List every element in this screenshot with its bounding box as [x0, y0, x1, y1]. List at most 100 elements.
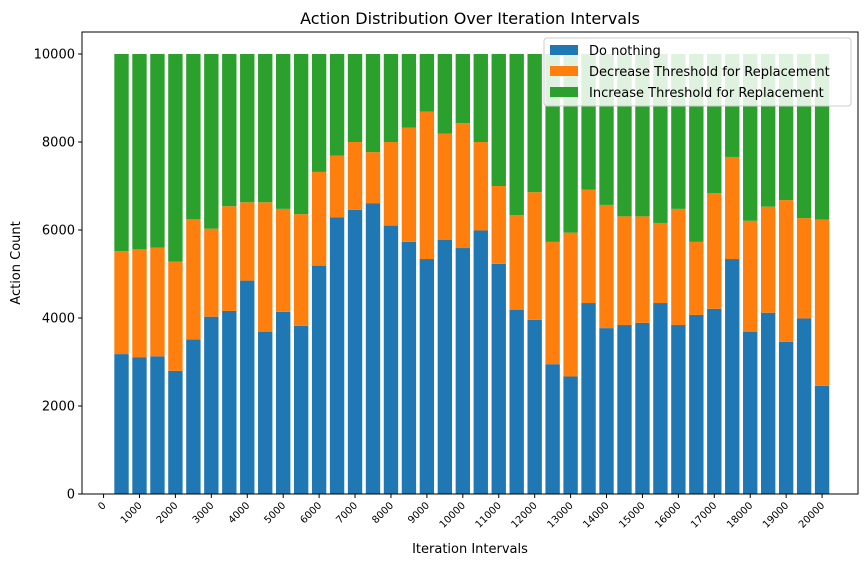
bar-decrease-threshold-13000	[563, 232, 578, 377]
bar-decrease-threshold-17500	[725, 156, 740, 260]
y-tick-label: 8000	[42, 136, 75, 151]
bar-do-nothing-11500	[509, 309, 524, 494]
bar-do-nothing-7000	[347, 209, 363, 494]
bar-decrease-threshold-19500	[796, 218, 812, 319]
bar-decrease-threshold-7500	[365, 152, 381, 204]
bar-do-nothing-6500	[329, 217, 345, 495]
bar-decrease-threshold-3500	[222, 206, 237, 311]
bar-increase-threshold-9500	[437, 54, 453, 134]
y-tick-label: 0	[67, 488, 75, 503]
y-axis-label: Action Count	[9, 221, 24, 304]
bar-decrease-threshold-500	[114, 251, 129, 355]
bar-do-nothing-3000	[204, 316, 219, 494]
bar-do-nothing-1000	[132, 357, 147, 494]
bar-decrease-threshold-5500	[293, 214, 309, 326]
bar-decrease-threshold-8000	[383, 142, 399, 226]
bar-do-nothing-5500	[293, 325, 309, 494]
bar-increase-threshold-10500	[473, 54, 488, 142]
bar-increase-threshold-5500	[293, 54, 309, 215]
bar-increase-threshold-8500	[401, 54, 417, 128]
bar-increase-threshold-4000	[240, 54, 255, 203]
bar-do-nothing-3500	[222, 310, 237, 494]
bar-decrease-threshold-13500	[581, 189, 596, 304]
bar-decrease-threshold-10000	[455, 123, 470, 249]
bar-increase-threshold-7000	[347, 54, 363, 142]
bar-do-nothing-2500	[186, 339, 201, 494]
bar-increase-threshold-11000	[491, 54, 506, 186]
bar-do-nothing-15000	[635, 322, 650, 494]
y-tick-label: 4000	[42, 312, 75, 327]
bar-do-nothing-16000	[671, 325, 686, 494]
bar-do-nothing-15500	[653, 303, 668, 494]
y-tick-label: 10000	[34, 48, 75, 63]
bar-do-nothing-19500	[796, 318, 812, 494]
bar-do-nothing-1500	[150, 356, 165, 494]
bar-decrease-threshold-15000	[635, 216, 650, 323]
bar-increase-threshold-2000	[168, 54, 183, 262]
bar-decrease-threshold-12000	[527, 192, 542, 320]
bar-decrease-threshold-5000	[276, 208, 291, 312]
legend-swatch	[550, 45, 578, 55]
bar-decrease-threshold-17000	[707, 193, 722, 309]
bar-decrease-threshold-4500	[258, 202, 273, 332]
bar-do-nothing-17000	[707, 308, 722, 494]
bar-decrease-threshold-10500	[473, 142, 488, 231]
bar-do-nothing-8500	[401, 241, 417, 494]
bar-do-nothing-13000	[563, 376, 578, 494]
bar-increase-threshold-12000	[527, 54, 542, 193]
bar-do-nothing-4000	[240, 280, 255, 494]
bar-do-nothing-6000	[311, 265, 327, 494]
bar-decrease-threshold-18500	[761, 206, 776, 313]
bar-decrease-threshold-9500	[437, 133, 453, 240]
y-tick-label: 6000	[42, 224, 75, 239]
bar-do-nothing-20000	[814, 385, 830, 494]
bar-do-nothing-5000	[276, 311, 291, 494]
bar-decrease-threshold-8500	[401, 127, 417, 242]
bar-increase-threshold-3500	[222, 54, 237, 207]
bar-decrease-threshold-19000	[778, 200, 794, 342]
bar-decrease-threshold-3000	[204, 228, 219, 317]
bar-decrease-threshold-15500	[653, 222, 668, 304]
bar-decrease-threshold-1500	[150, 247, 165, 357]
bar-decrease-threshold-2000	[168, 261, 183, 371]
bar-increase-threshold-10000	[455, 54, 470, 124]
bar-do-nothing-18500	[761, 312, 776, 494]
bar-increase-threshold-2500	[186, 54, 201, 219]
bar-decrease-threshold-14000	[599, 204, 614, 329]
bar-increase-threshold-8000	[383, 54, 399, 142]
bar-do-nothing-7500	[365, 203, 381, 494]
bar-increase-threshold-5000	[276, 54, 291, 209]
bar-do-nothing-10500	[473, 230, 488, 494]
plot-frame	[81, 31, 859, 495]
bar-do-nothing-9000	[419, 259, 435, 494]
bar-do-nothing-12500	[545, 364, 560, 494]
bar-decrease-threshold-18000	[743, 220, 758, 332]
bar-do-nothing-9500	[437, 239, 453, 494]
bar-increase-threshold-6000	[311, 54, 327, 172]
bar-do-nothing-19000	[778, 341, 794, 494]
bar-decrease-threshold-2500	[186, 219, 201, 340]
bar-decrease-threshold-12500	[545, 241, 560, 365]
bar-increase-threshold-7500	[365, 54, 381, 153]
legend-swatch	[550, 87, 578, 97]
legend-swatch	[550, 66, 578, 76]
legend-label: Decrease Threshold for Replacement	[589, 65, 830, 80]
legend-box	[543, 37, 852, 107]
bar-increase-threshold-6500	[329, 54, 345, 156]
bar-do-nothing-14500	[617, 325, 632, 494]
bars-layer	[114, 54, 830, 495]
bar-do-nothing-2000	[168, 370, 183, 494]
bar-do-nothing-11000	[491, 263, 506, 494]
y-tick-label: 2000	[42, 400, 75, 415]
bar-do-nothing-14000	[599, 328, 614, 494]
legend-label: Do nothing	[589, 44, 661, 59]
legend: Do nothing Decrease Threshold for Replace…	[543, 37, 852, 107]
bar-decrease-threshold-20000	[814, 219, 830, 386]
legend-label: Increase Threshold for Replacement	[589, 86, 824, 101]
bar-increase-threshold-1500	[150, 54, 165, 248]
bar-decrease-threshold-14500	[617, 216, 632, 326]
bar-do-nothing-500	[114, 354, 129, 494]
bar-decrease-threshold-11500	[509, 215, 524, 310]
bar-increase-threshold-11500	[509, 54, 524, 216]
bar-decrease-threshold-16500	[689, 241, 704, 315]
